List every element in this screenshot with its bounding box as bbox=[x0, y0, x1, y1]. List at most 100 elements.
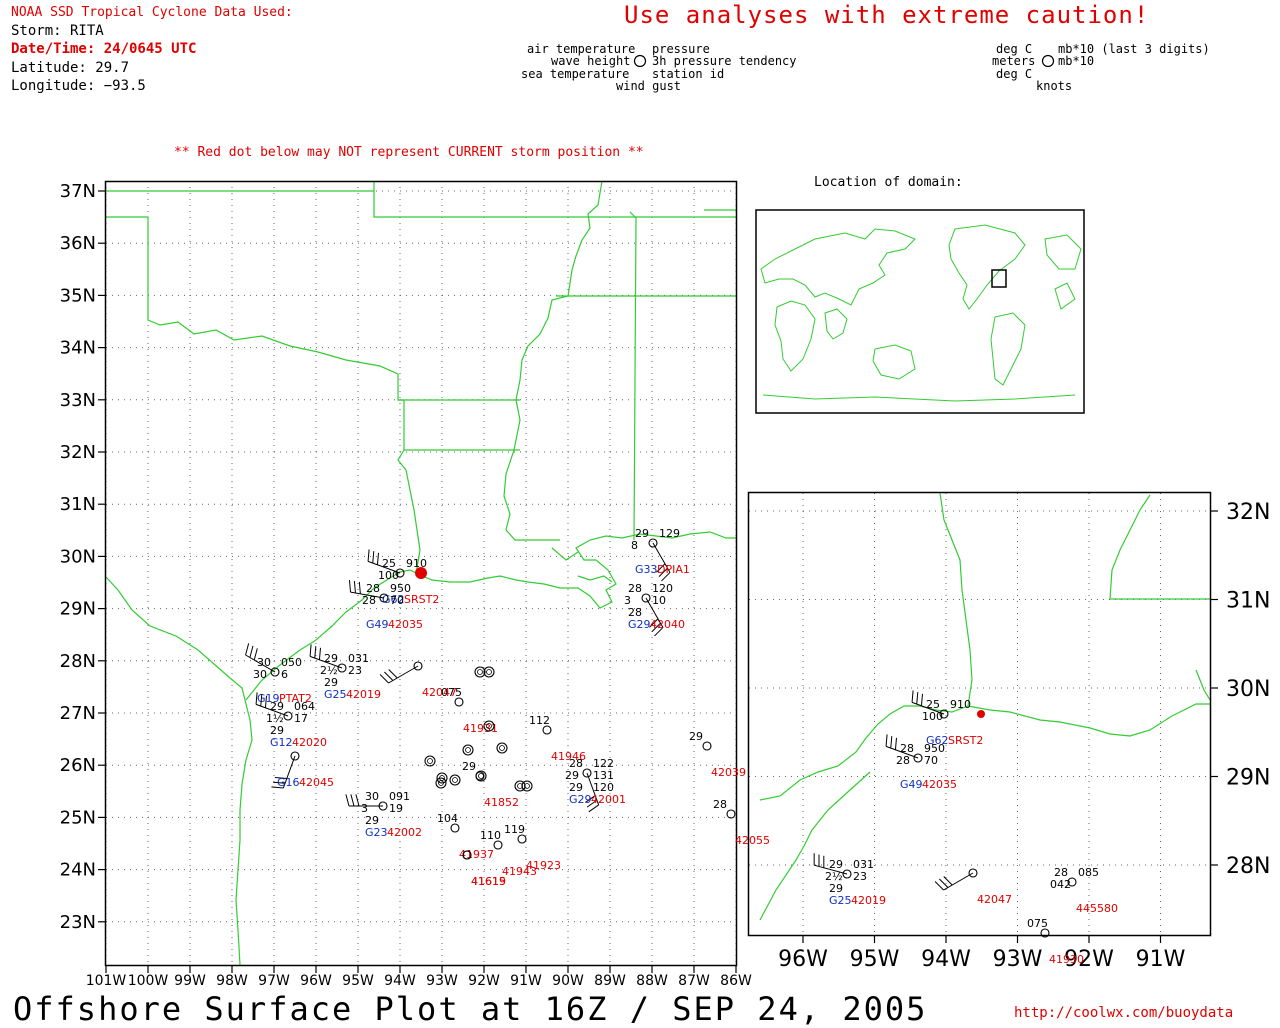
station-value: 29 bbox=[270, 724, 284, 737]
wind-barb-feather bbox=[656, 563, 666, 573]
station-DPIA1: 29 129 8 G33 DPIA1 bbox=[631, 527, 690, 582]
station-value: 29 bbox=[365, 814, 379, 827]
wind-barb-feather bbox=[260, 694, 263, 707]
wind-barb-feather bbox=[649, 618, 659, 628]
station-41943: 110 41943 bbox=[480, 829, 537, 878]
station-id: 42002 bbox=[387, 826, 422, 839]
wind-barb-feather bbox=[588, 804, 599, 813]
station-circle-icon bbox=[477, 669, 483, 675]
domain-locator-box bbox=[991, 269, 1007, 288]
lon-label: 93W bbox=[426, 973, 458, 989]
station-value: 70 bbox=[390, 594, 404, 607]
wind-barb-feather bbox=[661, 572, 671, 582]
station-41931: 075 41931 bbox=[441, 686, 498, 735]
station-value: 910 bbox=[406, 557, 427, 570]
wind-barb-feather bbox=[911, 690, 914, 703]
station-circle-icon bbox=[270, 667, 280, 677]
zoom-lat-label: 31N bbox=[1226, 589, 1270, 614]
wind-barb-feather bbox=[355, 794, 360, 807]
wind-barb-feather bbox=[934, 881, 944, 891]
station-value: 110 bbox=[480, 829, 501, 842]
station-circle-icon bbox=[939, 709, 949, 719]
station-value: 064 bbox=[294, 700, 315, 713]
station-id: 42055 bbox=[735, 834, 770, 847]
station-circle-icon bbox=[648, 538, 658, 548]
station-41619: 41619 bbox=[462, 850, 506, 888]
station-circle-icon bbox=[283, 711, 293, 721]
lat-label: 36N bbox=[60, 233, 96, 254]
lat-label: 35N bbox=[60, 285, 96, 306]
wind-barb-staff bbox=[586, 772, 600, 806]
station-value: 28 bbox=[896, 754, 910, 767]
zoom-lon-label: 95W bbox=[850, 947, 900, 972]
wind-barb-feather bbox=[358, 581, 361, 594]
station-value: 29 bbox=[324, 676, 338, 689]
lat-label: 37N bbox=[60, 181, 96, 202]
station-42045: G16 42045 bbox=[271, 751, 334, 789]
wind-barb-feather bbox=[249, 645, 254, 658]
lon-label: 91W bbox=[510, 973, 542, 989]
station-circle-icon bbox=[517, 834, 527, 844]
station-value: 28 bbox=[366, 582, 380, 595]
station-value: 120 bbox=[652, 582, 673, 595]
station-value: 1½ bbox=[266, 712, 284, 725]
station-circle-icon bbox=[436, 772, 448, 784]
latitude: Latitude: 29.7 bbox=[11, 60, 130, 76]
wind-barb-staff bbox=[814, 864, 848, 875]
station-circle-icon bbox=[514, 780, 526, 792]
station-value: 30 bbox=[257, 656, 271, 669]
wind-barb-staff bbox=[367, 560, 401, 574]
station-id: 41930 bbox=[1049, 953, 1084, 966]
storm-position-dot bbox=[415, 567, 427, 579]
station-id: 41946 bbox=[551, 750, 586, 763]
station-value: 29 bbox=[270, 700, 284, 713]
units-knots: knots bbox=[1036, 79, 1073, 93]
wind-barb-feather bbox=[318, 647, 321, 660]
station-circle-icon bbox=[337, 663, 347, 673]
wind-barb-feather bbox=[379, 674, 389, 684]
station-value: 10 bbox=[652, 594, 666, 607]
station-circle-icon bbox=[290, 751, 300, 761]
lat-label: 23N bbox=[60, 912, 96, 933]
zoom-lat-label: 32N bbox=[1226, 500, 1270, 525]
wind-barb-staff bbox=[388, 665, 419, 684]
station-41930: 075 41930 bbox=[1027, 917, 1084, 966]
station-circle-icon bbox=[395, 568, 405, 578]
station-value: 3 bbox=[361, 802, 368, 815]
zoom-map-coastlines bbox=[759, 492, 1211, 921]
station-value: 950 bbox=[390, 582, 411, 595]
station-id: 42020 bbox=[292, 736, 327, 749]
lon-label: 87W bbox=[678, 973, 710, 989]
lon-label: 88W bbox=[636, 973, 668, 989]
datetime: Date/Time: 24/0645 UTC bbox=[11, 41, 197, 57]
station-value: 050 bbox=[281, 656, 302, 669]
inset-title: Location of domain: bbox=[814, 175, 963, 190]
main-map-coastlines bbox=[105, 180, 736, 966]
footer-url[interactable]: http://coolwx.com/buoydata bbox=[1014, 1005, 1234, 1021]
wind-barb-feather bbox=[309, 644, 312, 657]
lat-label: 33N bbox=[60, 390, 96, 411]
wind-barb-staff bbox=[645, 597, 664, 628]
station-circle-icon bbox=[1067, 877, 1077, 887]
zoom-map-axis-labels: 32N 31N 30N 29N 28N 96W 95W 94W 93W 92W 91W bbox=[778, 500, 1270, 972]
station-value: 112 bbox=[529, 714, 550, 727]
station-value: 29 bbox=[324, 652, 338, 665]
wind-barb-feather bbox=[920, 693, 923, 706]
station-circle-icon bbox=[702, 741, 712, 751]
station-value: 23 bbox=[348, 664, 362, 677]
station-445580: 28 085 042 445580 bbox=[1050, 866, 1118, 915]
station-value: 19 bbox=[389, 802, 403, 815]
station-gust: G19 bbox=[257, 692, 280, 705]
station-value: 075 bbox=[441, 686, 462, 699]
wind-barb-feather bbox=[274, 777, 287, 780]
station-circle-icon bbox=[486, 669, 492, 675]
zoom-lat-label: 28N bbox=[1226, 854, 1270, 879]
station-value: 28 bbox=[569, 757, 583, 770]
station-value: 120 bbox=[593, 781, 614, 794]
station-value: 042 bbox=[1050, 878, 1071, 891]
storm-name: Storm: RITA bbox=[11, 23, 104, 39]
station-circle-icon bbox=[454, 697, 464, 707]
